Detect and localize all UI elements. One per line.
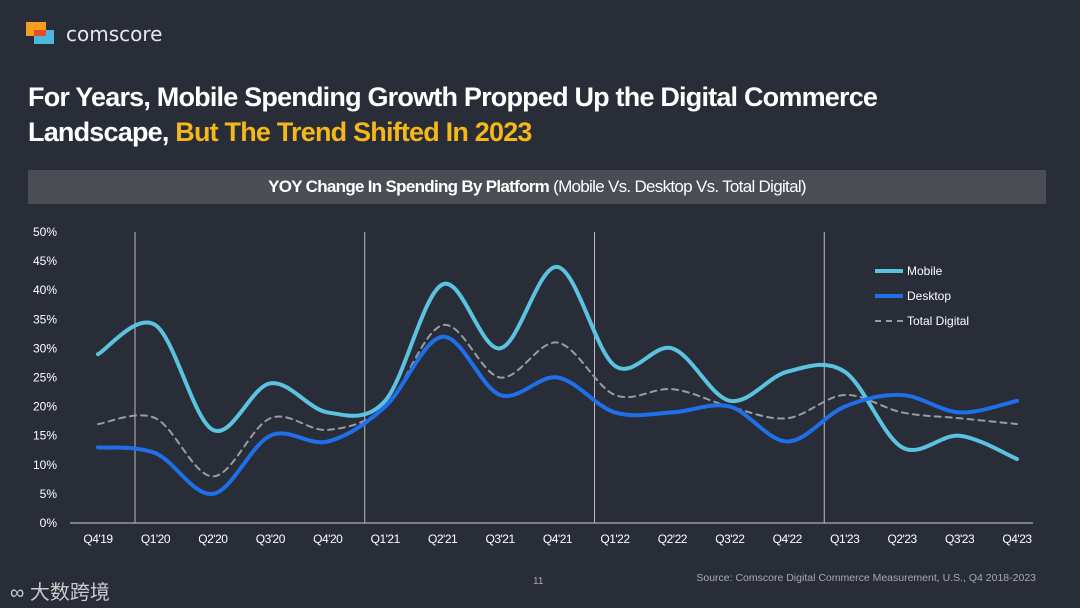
x-tick-label: Q1'23 — [830, 532, 860, 546]
x-tick-label: Q4'21 — [543, 532, 573, 546]
watermark: ∞ 大数跨境 — [10, 582, 110, 604]
x-tick-label: Q4'19 — [83, 532, 113, 546]
x-tick-label: Q2'20 — [198, 532, 228, 546]
y-tick-label: 45% — [33, 254, 57, 268]
series-line-mobile — [96, 264, 1019, 461]
page-title: For Years, Mobile Spending Growth Proppe… — [28, 82, 878, 147]
x-tick-label: Q4'23 — [1002, 532, 1032, 546]
y-tick-label: 30% — [33, 341, 57, 355]
y-tick-label: 35% — [33, 312, 57, 326]
x-tick-label: Q3'20 — [256, 532, 286, 546]
brand-logo: comscore — [26, 22, 162, 46]
x-tick-label: Q4'22 — [773, 532, 803, 546]
source-note: Source: Comscore Digital Commerce Measur… — [696, 572, 1036, 584]
chart-title: YOY Change In Spending By Platform (Mobi… — [28, 170, 1046, 204]
logo-icon — [26, 22, 54, 44]
x-tick-label: Q1'20 — [141, 532, 171, 546]
page-number: 11 — [533, 576, 544, 587]
series-line-total-digital — [97, 324, 1018, 478]
x-tick-label: Q2'23 — [888, 532, 918, 546]
series-line-desktop — [96, 334, 1019, 496]
x-tick-label: Q3'21 — [485, 532, 515, 546]
x-tick-label: Q1'21 — [371, 532, 401, 546]
y-tick-label: 25% — [33, 371, 57, 385]
legend-label: Total Digital — [907, 314, 969, 328]
brand-name: comscore — [66, 22, 163, 46]
legend-label: Desktop — [907, 289, 951, 303]
x-tick-label: Q3'22 — [715, 532, 745, 546]
y-tick-label: 10% — [33, 458, 57, 472]
x-tick-label: Q4'20 — [313, 532, 343, 546]
legend-label: Mobile — [907, 264, 943, 278]
x-tick-label: Q1'22 — [600, 532, 630, 546]
y-tick-label: 5% — [40, 487, 58, 501]
y-tick-label: 40% — [33, 283, 57, 297]
x-tick-label: Q2'21 — [428, 532, 458, 546]
x-tick-label: Q3'23 — [945, 532, 975, 546]
y-tick-label: 0% — [40, 516, 58, 530]
y-tick-label: 20% — [33, 400, 57, 414]
y-tick-label: 15% — [33, 429, 57, 443]
y-tick-label: 50% — [33, 225, 57, 239]
x-tick-label: Q2'22 — [658, 532, 688, 546]
